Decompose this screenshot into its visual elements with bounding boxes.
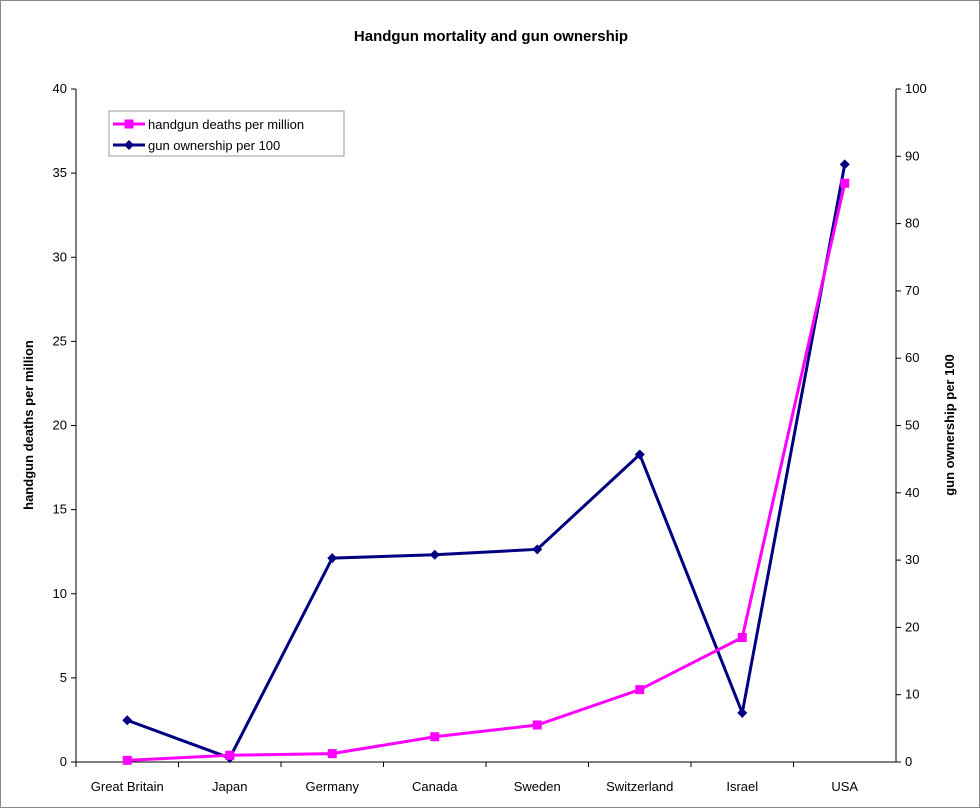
legend-marker — [124, 119, 134, 129]
x-tick-label: Great Britain — [91, 779, 164, 794]
data-point — [430, 732, 440, 742]
x-tick-label: Sweden — [514, 779, 561, 794]
data-point — [429, 549, 440, 560]
data-point — [327, 553, 338, 564]
y2-tick-label: 100 — [905, 81, 927, 96]
data-point — [327, 749, 337, 759]
y2-tick-label: 70 — [905, 283, 919, 298]
x-tick-label: Japan — [212, 779, 247, 794]
legend-marker — [124, 140, 134, 150]
y2-axis-label: gun ownership per 100 — [942, 354, 957, 496]
legend-label: gun ownership per 100 — [148, 138, 280, 153]
y2-tick-label: 40 — [905, 485, 919, 500]
y-tick-label: 0 — [60, 754, 67, 769]
series-line — [127, 182, 847, 762]
data-point — [634, 449, 645, 460]
y-tick-label: 5 — [60, 670, 67, 685]
y2-tick-label: 90 — [905, 148, 919, 163]
data-point — [122, 715, 133, 726]
data-point — [737, 632, 747, 642]
y2-tick-label: 0 — [905, 754, 912, 769]
y-tick-label: 25 — [53, 333, 67, 348]
y-tick-label: 35 — [53, 165, 67, 180]
legend-box — [108, 110, 345, 157]
y2-tick-label: 80 — [905, 216, 919, 231]
legend: handgun deaths per million gun ownership … — [108, 110, 345, 157]
data-point — [840, 178, 850, 188]
chart-title: Handgun mortality and gun ownership — [354, 28, 628, 45]
data-point — [122, 755, 132, 765]
x-tick-label: Switzerland — [606, 779, 673, 794]
x-tick-label: Canada — [412, 779, 458, 794]
y2-tick-label: 30 — [905, 552, 919, 567]
y-tick-label: 20 — [53, 418, 67, 433]
y-tick-label: 10 — [53, 586, 67, 601]
y2-tick-label: 10 — [905, 687, 919, 702]
x-tick-label: USA — [831, 779, 858, 794]
series-gun-ownership-per-100 — [122, 159, 850, 763]
data-point — [225, 750, 235, 760]
series-line — [126, 164, 847, 760]
y2-tick-label: 50 — [905, 418, 919, 433]
data-point — [532, 720, 542, 730]
y-tick-label: 40 — [53, 81, 67, 96]
y-tick-label: 30 — [53, 249, 67, 264]
y-axis-label: handgun deaths per million — [21, 340, 36, 510]
legend-label: handgun deaths per million — [148, 117, 304, 132]
data-point — [532, 544, 543, 555]
x-tick-label: Germany — [306, 779, 360, 794]
data-point — [737, 707, 748, 718]
y2-tick-label: 60 — [905, 350, 919, 365]
y-tick-label: 15 — [53, 502, 67, 517]
series-handgun-deaths-per-million — [122, 178, 850, 765]
data-point — [635, 685, 645, 695]
x-tick-label: Israel — [726, 779, 758, 794]
data-point — [839, 159, 850, 170]
y2-tick-label: 20 — [905, 619, 919, 634]
